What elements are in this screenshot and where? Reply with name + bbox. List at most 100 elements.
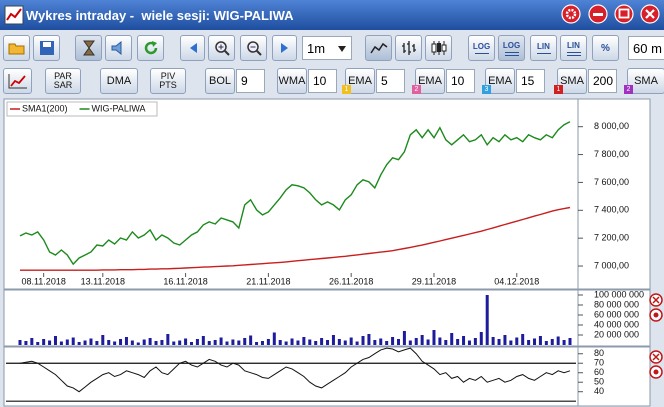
hourglass-button[interactable] [75,35,102,61]
close-button[interactable] [640,4,660,24]
data-line [20,206,571,271]
zoom-in-button[interactable] [208,35,235,61]
bar-chart-button[interactable] [395,35,422,61]
interval-dropdown[interactable]: 1m [302,36,352,60]
zoom-out-button[interactable] [240,35,267,61]
button-label: LOG [502,40,521,50]
indicator-button[interactable]: SMA [627,68,664,94]
y-tick-label: 80 000 000 [594,299,639,309]
indicator-button[interactable]: BOL [205,68,235,94]
indicator-param[interactable]: 200 [588,69,617,93]
icon [431,41,446,55]
indicator-button[interactable]: PAR SAR [45,68,81,94]
volume-bar [166,334,170,345]
volume-bar [36,342,40,345]
period-value: 60 m [633,40,662,56]
indicator-label: BOL [208,74,231,87]
icon [144,41,157,55]
legend-box [6,101,158,117]
x-tick-label: 04.12.2018 [494,276,539,286]
volume-bar [24,341,28,345]
volume-bar [255,342,259,345]
indicator-button[interactable]: WMA [277,68,307,94]
volume-bar [396,339,400,345]
y-tick-label: 60 000 000 [594,309,639,319]
panel-settings-button[interactable] [649,308,663,322]
app-icon [4,5,24,25]
panel-settings-button[interactable] [649,365,663,379]
volume-bar [414,338,418,345]
volume-bar [544,341,548,345]
indicator-param[interactable]: 10 [446,69,475,93]
percent-button[interactable]: % [592,35,619,61]
volume-bar [272,332,276,345]
volume-bar [190,342,194,345]
volume-bar [527,340,531,345]
icon [536,53,551,54]
x-tick-label: 29.11.2018 [412,276,456,286]
candle-chart-button[interactable] [425,35,452,61]
volume-bar [65,339,69,345]
indicator-button[interactable]: PIV PTS [150,68,186,94]
indicator-label: EMA [348,74,372,87]
minimize-button[interactable] [588,4,608,24]
volume-bar [266,339,270,345]
volume-bar [101,335,105,345]
indicator-slot: 1 [554,85,563,94]
indicator-label: SMA [560,74,584,87]
indicator-param[interactable]: 10 [308,69,337,93]
volume-panel [3,289,651,347]
volume-bar [521,334,525,345]
volume-bar [450,333,454,345]
volume-bar [237,340,241,345]
sound-button[interactable] [105,35,132,61]
volume-bar [479,332,483,345]
volume-bar [207,341,211,345]
indicator-label: PTS [159,80,177,90]
lin-scale-button[interactable]: LIN [530,35,557,61]
volume-bar [497,339,501,345]
volume-bar [231,339,235,345]
window-title: Wykres intraday - wiele sesji: WIG-PALIW… [26,8,294,23]
indicator-slot: 2 [412,85,421,94]
settings-button[interactable] [561,4,581,24]
log-scale-alt-button[interactable]: LOG [498,35,525,61]
log-scale-button[interactable]: LOG [468,35,495,61]
y-tick-label: 50 [594,377,604,387]
scroll-left-button[interactable] [180,35,205,61]
volume-bar [355,341,359,345]
price-panel [3,98,651,290]
line-chart-button[interactable] [365,35,392,61]
y-tick-label: 100 000 000 [594,289,644,299]
volume-bar [402,331,406,345]
x-tick-label: 08.11.2018 [21,276,65,286]
indicator-button[interactable]: SMA [557,68,587,94]
volume-bar [296,340,300,345]
open-button[interactable] [3,35,30,61]
y-tick-label: 40 000 000 [594,319,639,329]
volume-bar [509,340,513,345]
volume-bar [290,338,294,345]
refresh-button[interactable] [137,35,164,61]
indicator-param[interactable]: 9 [236,69,265,93]
save-button[interactable] [33,35,60,61]
volume-bar [438,337,442,345]
maximize-button[interactable] [614,4,634,24]
close-panel-button[interactable] [649,350,663,364]
title-bar: Wykres intraday - wiele sesji: WIG-PALIW… [0,0,664,30]
close-panel-button[interactable] [649,293,663,307]
volume-bar [284,341,288,345]
lin-scale-alt-button[interactable]: LIN [560,35,587,61]
chart-type-button[interactable] [3,68,32,94]
period-field[interactable]: 60 m [628,36,664,60]
indicator-label: SMA [634,74,658,87]
indicator-param[interactable]: 5 [376,69,405,93]
indicator-button[interactable]: DMA [100,68,138,94]
volume-bar [243,338,247,345]
scroll-right-button[interactable] [272,35,297,61]
indicator-param[interactable]: 15 [516,69,545,93]
volume-bar [456,339,460,345]
